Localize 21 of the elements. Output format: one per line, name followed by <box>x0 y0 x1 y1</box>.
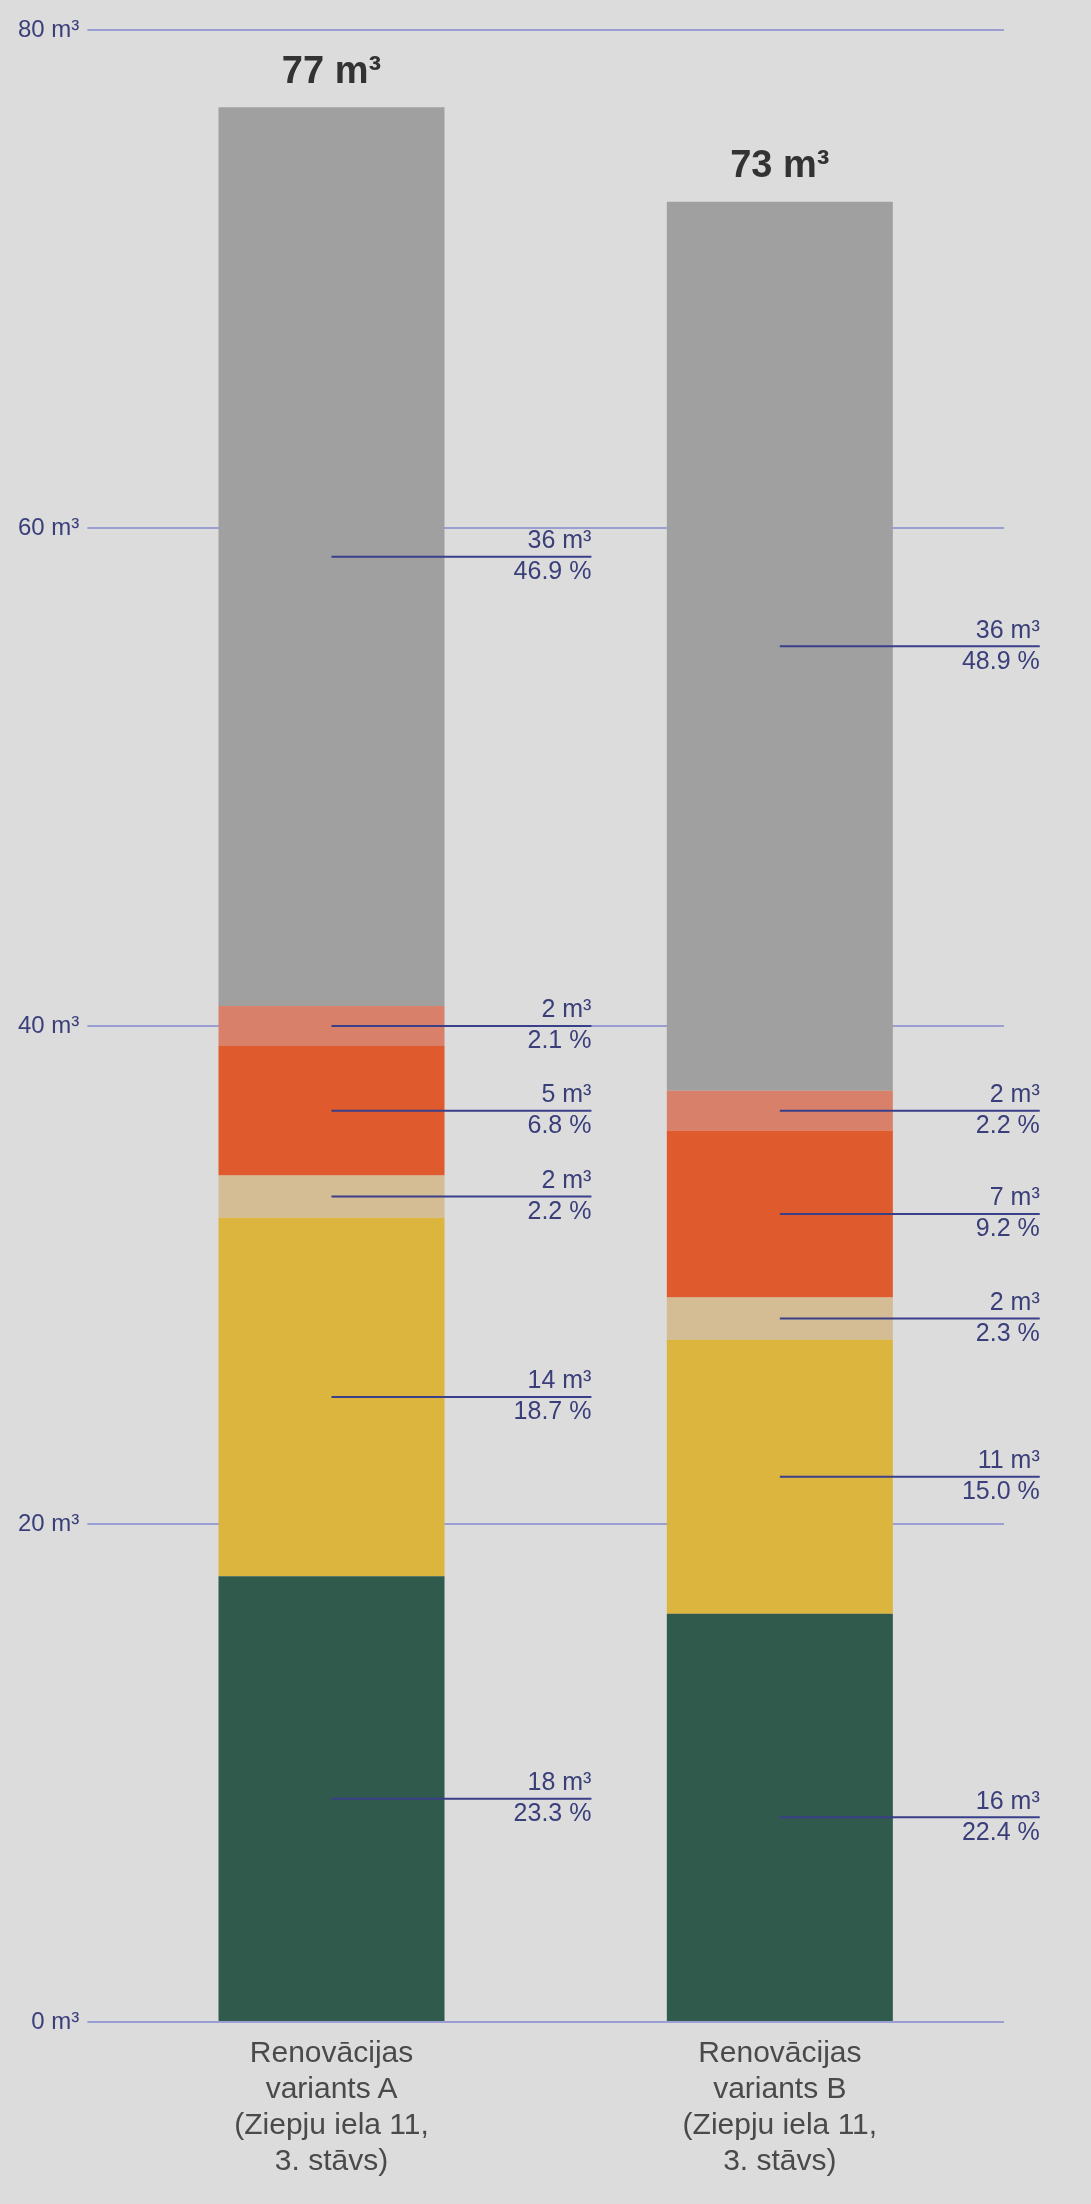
y-tick-label: 80 m³ <box>17 14 80 42</box>
data-label: 2 m³ 2.2 % <box>527 1164 592 1224</box>
x-tick-label: Renovācijas variants A (Ziepju iela 11, 3. stāvs) <box>234 2035 429 2177</box>
data-label: 2 m³ 2.3 % <box>975 1286 1040 1346</box>
data-label: 36 m³ 46.9 % <box>513 525 592 585</box>
y-tick-label: 20 m³ <box>17 1508 80 1536</box>
data-label: 11 m³ 15.0 % <box>961 1445 1040 1505</box>
x-tick-label: Renovācijas variants B (Ziepju iela 11, 3. stāvs) <box>682 2035 878 2177</box>
data-label: 7 m³ 9.2 % <box>975 1182 1040 1242</box>
data-label: 5 m³ 6.8 % <box>527 1079 592 1139</box>
data-label: 2 m³ 2.1 % <box>527 994 592 1054</box>
data-label: 2 m³ 2.2 % <box>975 1079 1040 1139</box>
total-label: 77 m³ <box>281 48 382 91</box>
y-tick-label: 60 m³ <box>17 512 80 540</box>
data-label: 16 m³ 22.4 % <box>961 1785 1040 1845</box>
total-label: 73 m³ <box>730 143 830 186</box>
data-label: 36 m³ 48.9 % <box>961 614 1040 674</box>
data-label: 14 m³ 18.7 % <box>513 1365 592 1425</box>
data-label: 18 m³ 23.3 % <box>513 1767 592 1827</box>
y-tick-label: 40 m³ <box>17 1010 80 1038</box>
y-tick-label: 0 m³ <box>31 2006 80 2034</box>
